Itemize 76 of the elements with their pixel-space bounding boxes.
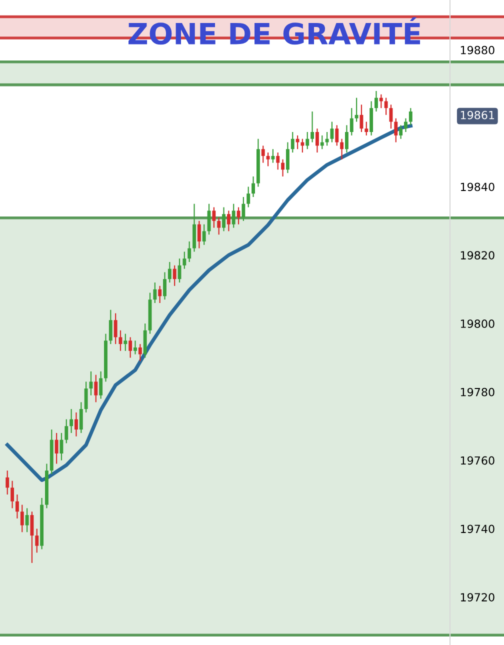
y-tick-label: 19720 [460,593,494,602]
candlestick [364,121,368,136]
candlestick [163,272,166,300]
candlestick [310,110,314,143]
candlestick [84,381,88,413]
candlestick [168,261,172,284]
candlestick [226,210,230,232]
candlestick [370,100,374,136]
candlestick [6,470,10,496]
candlestick [340,138,344,160]
candlestick [266,152,270,167]
candlestick [408,108,412,126]
candlestick [15,494,19,520]
candlestick [335,124,339,146]
y-tick-label: 19760 [460,456,494,465]
candlestick [281,158,285,178]
candlestick [374,90,378,112]
candlestick [188,240,192,263]
candlestick [212,206,216,228]
candlestick [192,203,196,252]
candlestick [325,131,329,146]
candlestick [25,508,29,533]
candlestick [222,206,226,232]
candlestick [330,121,334,143]
candlestick [114,312,118,345]
candlestick [296,134,300,150]
candlestick [124,333,128,352]
candlestick [108,309,112,345]
candlestick [54,432,58,464]
candlestick [202,224,206,246]
candlestick [315,128,319,154]
candlestick [286,142,290,174]
candlestick [246,186,250,208]
candlestick [35,528,39,554]
candlestick [276,152,280,170]
y-tick-label: 19861 [460,110,494,120]
candlestick [252,176,255,198]
candlestick [64,418,68,444]
candlestick [138,343,142,362]
candlestick [20,504,24,533]
candlestick [271,148,275,164]
y-tick-label: 19880 [460,46,494,54]
candlestick [261,145,265,164]
candlestick [217,216,221,236]
candlestick [306,131,310,150]
candlestick [384,97,388,116]
line-series [6,124,412,482]
y-tick-label: 19740 [460,524,494,534]
candlestick [30,511,34,564]
candlestick [197,220,201,249]
candlestick [399,124,403,140]
y-tick-label: 19800 [460,320,494,328]
y-tick-label: 19840 [460,182,494,192]
candlestick [182,251,186,270]
candlestick [143,322,147,358]
candlestick [350,108,354,136]
candlestick [74,412,78,437]
candlestick [153,282,157,304]
candlestick [290,131,294,154]
candlestick [345,124,348,154]
candlestick [134,340,137,355]
candlestick [158,285,162,304]
candlestick [172,264,176,286]
candlestick [394,118,398,143]
candlestick [99,370,103,400]
candlestick [94,374,98,403]
candlestick [232,203,236,228]
y-tick-label: 19820 [460,251,494,260]
candlestick [354,97,358,122]
candlestick [242,196,246,222]
candlestick [128,336,132,358]
y-tick-label: 19780 [460,388,494,396]
candlestick [404,118,408,133]
candlestick [70,408,74,434]
candlestick [79,402,83,434]
candlestick [10,480,14,509]
